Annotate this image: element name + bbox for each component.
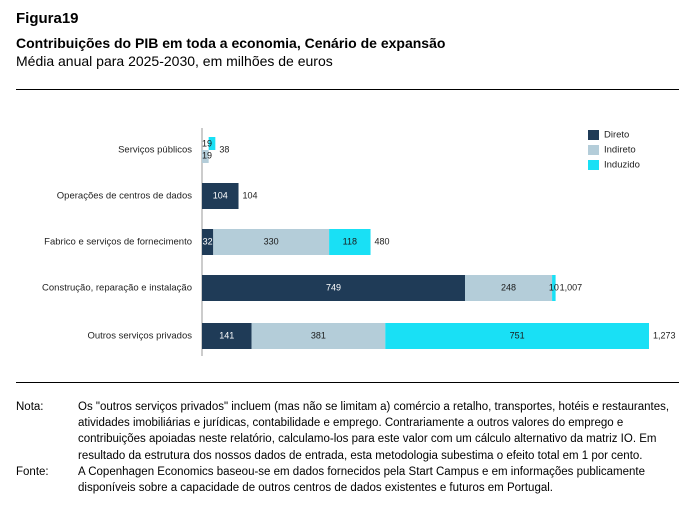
bar-segment: [552, 275, 556, 301]
figure-title: Contribuições do PIB em toda a economia,…: [16, 35, 446, 51]
bar-segment: [465, 275, 553, 301]
total-label: 1,007: [560, 282, 583, 292]
category-label: Fabrico e serviços de fornecimento: [44, 237, 192, 248]
legend-swatch: [588, 145, 599, 155]
data-label: 141: [219, 330, 234, 340]
bar-segment: [202, 150, 209, 163]
bar-segment: [208, 137, 216, 150]
data-label: 381: [311, 330, 326, 340]
note-row: Nota: Os "outros serviços privados" incl…: [16, 399, 680, 464]
data-label: 104: [213, 190, 228, 200]
bar-segment: [202, 323, 252, 349]
legend-label: Indireto: [604, 145, 636, 156]
data-label: 32: [203, 236, 213, 246]
legend-label: Direto: [604, 130, 629, 141]
total-label: 1,273: [653, 330, 676, 340]
notes-section: Nota: Os "outros serviços privados" incl…: [16, 399, 680, 496]
data-label: 10: [549, 282, 559, 292]
bar-segment: [329, 229, 371, 255]
data-label: 248: [501, 282, 516, 292]
note-text: Os "outros serviços privados" incluem (m…: [78, 401, 670, 462]
data-label: 749: [326, 282, 341, 292]
source-row: Fonte: A Copenhagen Economics baseou-se …: [16, 464, 680, 496]
data-label: 19: [202, 150, 212, 160]
bar-segment: [202, 229, 214, 255]
category-label: Operações de centros de dados: [57, 191, 192, 202]
total-label: 104: [243, 190, 258, 200]
legend-swatch: [588, 160, 599, 170]
source-label: Fonte:: [16, 465, 49, 478]
figure-subtitle: Média anual para 2025-2030, em milhões d…: [16, 53, 333, 69]
figure-label: Figura19: [16, 10, 79, 27]
stacked-bar-chart: Serviços públicos 19 19 38 Operações de cent…: [42, 128, 676, 356]
legend-swatch: [588, 130, 599, 140]
data-label: 330: [264, 236, 279, 246]
data-label: 19: [202, 138, 212, 148]
bar-segment: [385, 323, 649, 349]
legend-label: Induzido: [604, 160, 640, 171]
top-divider: [16, 89, 679, 90]
data-label: 751: [510, 330, 525, 340]
category-label: Construção, reparação e instalação: [42, 283, 192, 294]
data-label: 118: [343, 236, 357, 246]
source-text: A Copenhagen Economics baseou-se em dado…: [78, 465, 646, 495]
bar-segment: [251, 323, 386, 349]
bar-segment: [202, 275, 466, 301]
bar-segment: [213, 229, 330, 255]
category-label: Serviços públicos: [118, 145, 192, 156]
category-label: Outros serviços privados: [87, 331, 192, 342]
bottom-divider: [16, 382, 679, 383]
total-label: 480: [375, 236, 390, 246]
total-label: 38: [219, 144, 229, 154]
bar-segment: [202, 183, 239, 209]
note-label: Nota:: [16, 401, 44, 413]
